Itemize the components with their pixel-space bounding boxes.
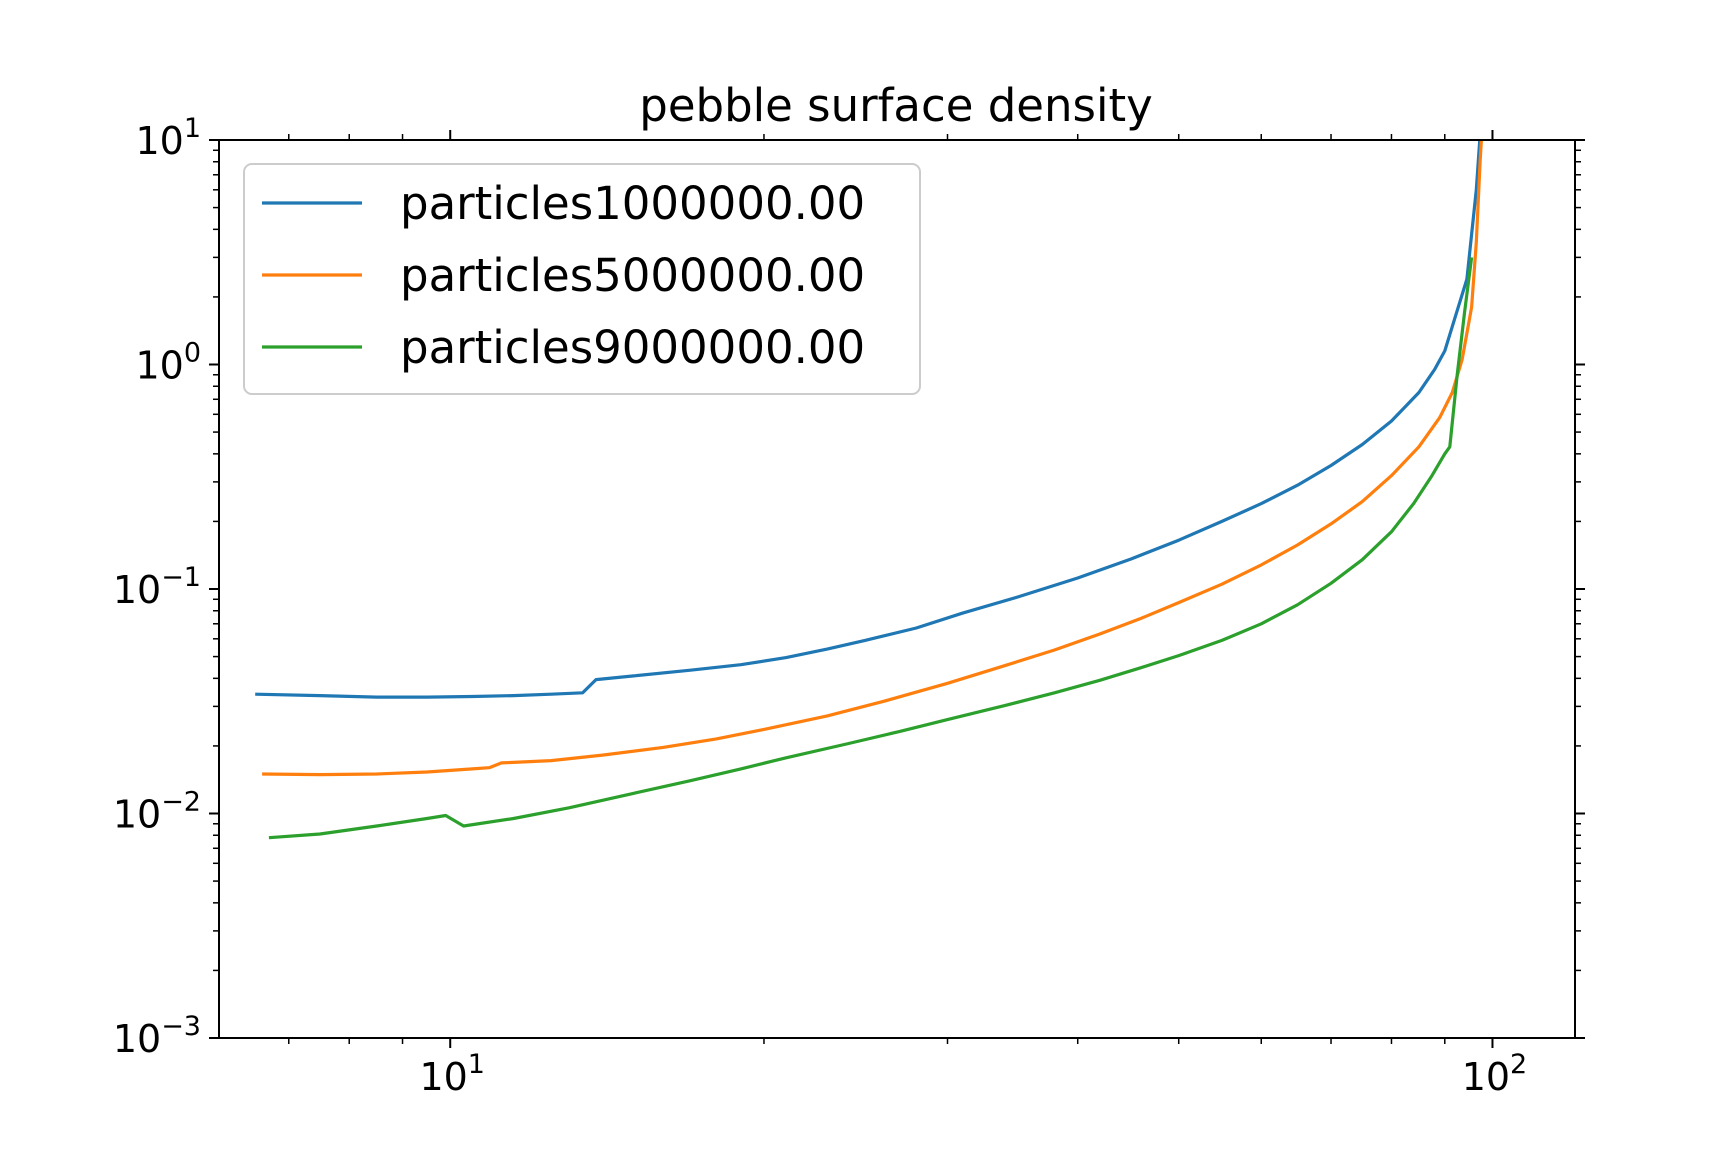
y-tick-label: 100 [135,338,201,388]
y-tick-label: 10−3 [113,1011,201,1061]
chart-title: pebble surface density [639,79,1152,132]
legend: particles1000000.00 particles5000000.00 pa… [243,163,921,395]
plot-area-frame [218,139,1576,1039]
series-line-3 [268,257,1474,840]
legend-label-1: particles1000000.00 [400,177,865,230]
series-layer [255,140,1483,840]
legend-box [243,163,921,395]
tick-layer: 101 102 10−3 10−2 10−1 100 101 [113,113,1585,1099]
x-tick-label: 102 [1462,1049,1528,1099]
legend-label-2: particles5000000.00 [400,249,865,302]
x-tick-label: 101 [419,1049,485,1099]
legend-label-3: particles9000000.00 [400,321,865,374]
series-line-2 [262,140,1483,777]
y-tick-label: 10−2 [113,787,201,837]
series-line-1 [255,140,1482,699]
y-tick-label: 101 [135,113,201,163]
y-tick-label: 10−1 [113,562,201,612]
